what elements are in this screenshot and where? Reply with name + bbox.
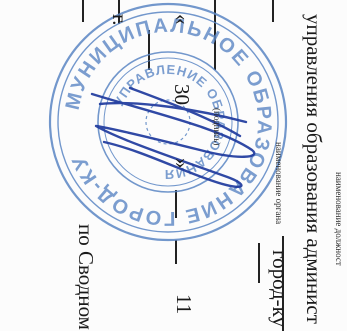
signature-caption: (подпись) xyxy=(212,108,222,146)
date-open-quote: « xyxy=(170,14,194,25)
form-line-1 xyxy=(82,0,84,22)
date-day: 30 xyxy=(170,84,194,105)
organ-caption: наименование органа xyxy=(274,142,284,225)
handwritten-signature xyxy=(90,86,256,188)
organ-line: город-ку xyxy=(268,250,292,328)
form-line-5 xyxy=(148,30,150,70)
bottom-line: по Сводном xyxy=(74,224,98,330)
position-line: управления образования админист xyxy=(302,14,326,324)
form-line-8 xyxy=(282,236,284,331)
year-letter: г. xyxy=(108,14,132,26)
form-line-6 xyxy=(175,190,177,218)
form-line-2 xyxy=(118,0,120,24)
position-caption: наименование должност xyxy=(334,172,344,266)
date-close-quote: » xyxy=(170,158,194,169)
form-line-4 xyxy=(272,0,274,22)
form-line-3 xyxy=(214,0,216,70)
round-stamp xyxy=(48,2,288,242)
form-line-9 xyxy=(258,243,260,283)
date-month: 11 xyxy=(172,294,196,315)
form-line-7 xyxy=(175,240,177,264)
